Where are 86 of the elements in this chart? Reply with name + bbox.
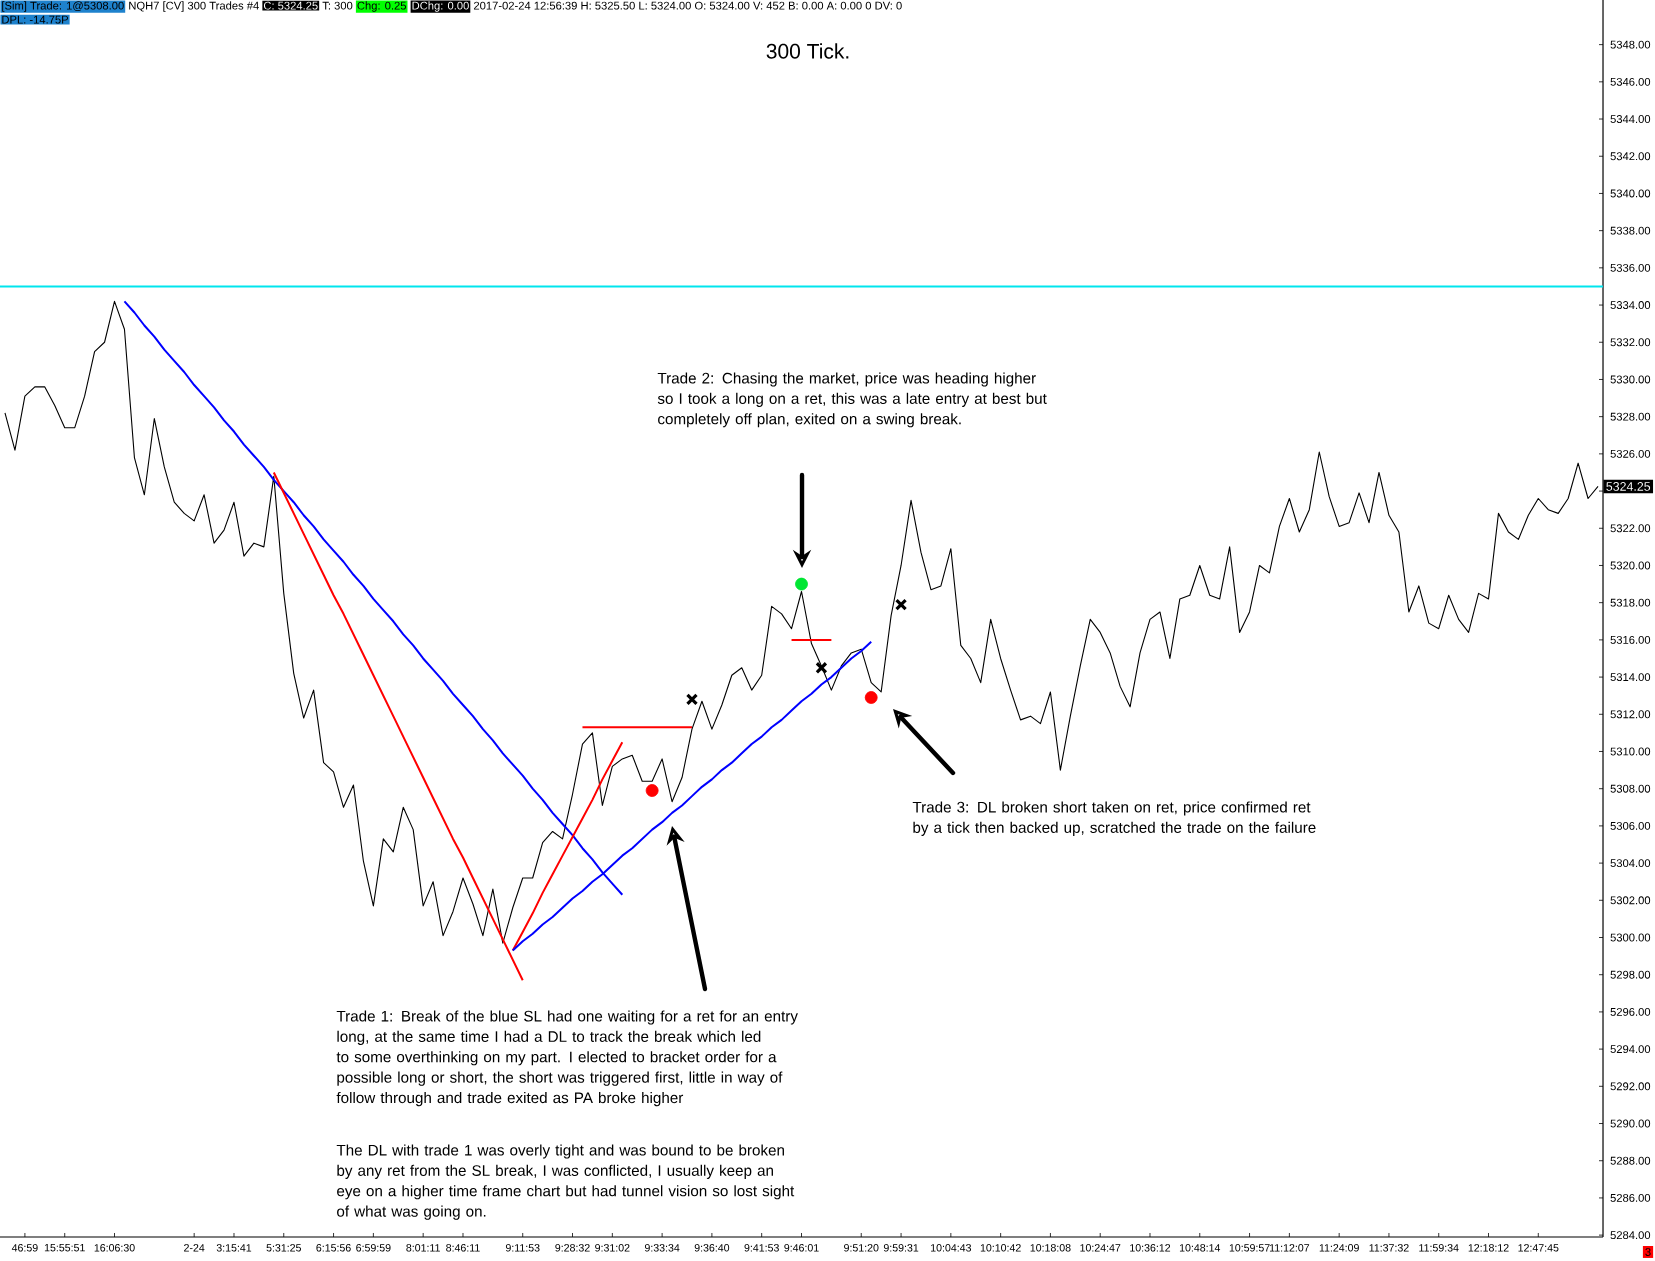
text: 3 [1645, 1248, 1651, 1256]
x-tick-label: 10:18:08 [1030, 1244, 1071, 1252]
annotation: DChg: 0.00 [412, 1, 469, 12]
x-tick-label: 11:24:09 [1319, 1244, 1359, 1252]
x-tick-label: 6:59:59 [356, 1244, 391, 1252]
y-tick-label: 5296.00 [1610, 1007, 1651, 1016]
annotation: Chg: 0.25 [357, 1, 407, 12]
y-tick-label: 5310.00 [1610, 747, 1651, 756]
y-tick-label: 5316.00 [1610, 635, 1651, 644]
x-tick-label: 9:31:02 [595, 1244, 630, 1252]
y-tick-label: 5300.00 [1610, 933, 1651, 942]
point [645, 784, 659, 797]
y-tick-label: 5304.00 [1610, 859, 1651, 868]
point [894, 598, 908, 611]
x-tick-label: 10:59:57 [1229, 1244, 1270, 1252]
annotation: Trade 2: Chasing the market, price was heading higher so I took a long on a ret, this was a late entry at best but completely off plan, exited on a swing break. [657, 372, 1047, 428]
point [685, 693, 699, 706]
x-tick-label: 11:12:07 [1269, 1244, 1310, 1252]
y-tick-label: 5318.00 [1610, 598, 1651, 607]
x-tick-label: 11:59:34 [1419, 1244, 1459, 1252]
y-tick-label: 5340.00 [1610, 189, 1651, 198]
x-tick-label: 10:24:47 [1080, 1244, 1121, 1252]
y-tick-label: 5292.00 [1610, 1082, 1651, 1091]
x-tick-label: 2-24 [184, 1244, 205, 1252]
x-tick-label: 8:01:11 [406, 1244, 440, 1252]
x-tick-label: 10:48:14 [1179, 1244, 1221, 1252]
x-tick-label: 9:59:31 [883, 1244, 919, 1252]
y-tick-label: 5314.00 [1610, 673, 1651, 682]
y-tick-label: 5342.00 [1610, 152, 1651, 161]
y-tick-label: 5284.00 [1610, 1231, 1651, 1240]
line-series [4, 300, 1599, 944]
x-tick-label: 5:31:25 [266, 1244, 302, 1252]
x-tick-label: 15:55:51 [44, 1244, 85, 1252]
y-tick-label: 5332.00 [1610, 338, 1651, 347]
text: 300 Tick. [766, 43, 849, 59]
y-tick-label: 5346.00 [1610, 77, 1651, 86]
x-tick-label: 9:36:40 [694, 1244, 730, 1252]
y-tick-label: 5326.00 [1610, 449, 1651, 458]
x-tick-label: 10:36:12 [1130, 1244, 1171, 1252]
annotation: C: 5324.25 [263, 1, 318, 10]
y-tick-label: 5320.00 [1610, 561, 1651, 570]
annotation: NQH7 [CV] 300 Trades #4 [129, 1, 259, 12]
x-tick-label: 10:10:42 [980, 1244, 1021, 1252]
y-tick-label: 5336.00 [1610, 263, 1651, 272]
x-tick-label: 12:18:12 [1468, 1244, 1509, 1252]
y-tick-label: 5312.00 [1610, 710, 1651, 719]
point [864, 691, 878, 704]
y-tick-label: 5334.00 [1610, 301, 1651, 309]
annotation: 2017-02-24 12:56:39 H: 5325.50 L: 5324.00 O: 5324.00 V: 452 B: 0.00 A: 0.00 0 DV: 0 [473, 1, 902, 10]
annotation: Trade 3: DL broken short taken on ret, price confirmed ret by a tick then backed up, scratched the trade on the failure [912, 801, 1316, 836]
y-tick-label: 5348.00 [1610, 40, 1651, 49]
x-tick-label: 6:15:56 [316, 1244, 351, 1252]
annotation: [Sim] Trade: 1@5308.00 [2, 1, 124, 12]
x-tick-label: 46:59 [11, 1244, 38, 1252]
x-tick-label: 9:41:53 [744, 1244, 779, 1252]
y-tick-label: 5344.00 [1610, 115, 1651, 123]
text: 5324.25 [1606, 482, 1651, 491]
y-tick-label: 5302.00 [1610, 896, 1651, 905]
x-tick-label: 12:47:45 [1518, 1244, 1559, 1252]
annotation: The DL with trade 1 was overly tight and was bound to be broken by any ret from the SL break, I was conflicted, I usually keep an eye on a higher time frame chart but had tunnel vision so lost sight of what was going on. [336, 1144, 795, 1220]
x-tick-label: 8:46:11 [446, 1244, 480, 1252]
y-tick-label: 5290.00 [1610, 1119, 1651, 1128]
x-tick-label: 11:37:32 [1369, 1244, 1409, 1252]
y-tick-label: 5322.00 [1610, 524, 1651, 533]
x-tick-label: 9:33:34 [644, 1244, 680, 1252]
y-tick-label: 5288.00 [1610, 1156, 1651, 1165]
point [795, 577, 808, 591]
x-tick-label: 9:28:32 [555, 1244, 590, 1252]
x-tick-label: 9:46:01 [784, 1244, 819, 1252]
point [815, 661, 828, 674]
annotation: T: 300 [322, 1, 353, 10]
x-tick-label: 9:11:53 [505, 1244, 540, 1252]
annotation: DPL: -14.75P [2, 15, 69, 24]
y-tick-label: 5286.00 [1610, 1193, 1651, 1202]
y-tick-label: 5294.00 [1610, 1045, 1651, 1054]
annotation: Trade 1: Break of the blue SL had one waiting for a ret for an entry long, at the same time I had a DL to track the break which led to some overthinking on my part. I elected to bracket order for a possible long or short, the short was triggered first, little in way of follow through and trade exited as PA broke higher [336, 1010, 798, 1107]
x-tick-label: 3:15:41 [216, 1244, 252, 1252]
y-tick-label: 5328.00 [1610, 412, 1651, 421]
x-tick-label: 16:06:30 [94, 1244, 135, 1252]
y-tick-label: 5298.00 [1610, 970, 1651, 979]
y-tick-label: 5306.00 [1610, 821, 1651, 830]
y-tick-label: 5308.00 [1610, 784, 1651, 793]
x-tick-label: 9:51:20 [844, 1244, 879, 1252]
y-tick-label: 5330.00 [1610, 375, 1651, 384]
y-tick-label: 5338.00 [1610, 226, 1651, 235]
x-tick-label: 10:04:43 [931, 1244, 972, 1252]
